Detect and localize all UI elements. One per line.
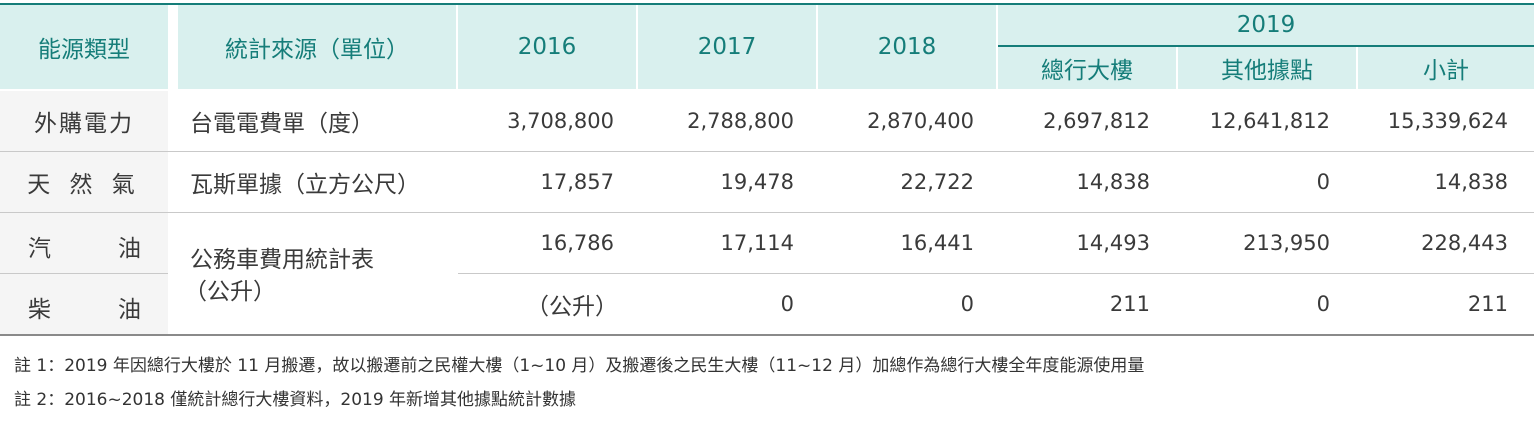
row-divider: [458, 273, 1534, 274]
header-energy-type: 能源類型: [0, 5, 168, 89]
row-electricity-type: 外購電力: [0, 91, 168, 151]
row-gas-total: 14,838: [1434, 170, 1508, 194]
row-gasoline-hq: 14,493: [1076, 231, 1150, 255]
row-gasoline-total: 228,443: [1421, 231, 1508, 255]
row-electricity-hq: 2,697,812: [1043, 109, 1150, 133]
row-gasoline-type-char2: 油: [118, 236, 141, 262]
row-diesel-2016: （公升）: [526, 294, 618, 320]
row-divider: [0, 151, 1534, 152]
row-diesel-hq: 211: [1109, 292, 1150, 316]
row-diesel-total: 211: [1467, 292, 1508, 316]
header-2016: 2016: [458, 5, 636, 89]
header-2019: 2019: [998, 5, 1534, 45]
row-electricity-2017: 2,788,800: [687, 109, 794, 133]
row-gasoline-source-line1: 公務車費用統計表: [190, 247, 374, 273]
row-electricity-source: 台電電費單（度）: [190, 111, 374, 137]
row-gasoline-2018: 16,441: [900, 231, 974, 255]
row-gasoline-2017: 17,114: [720, 231, 794, 255]
row-diesel-type: 柴 油: [0, 274, 168, 334]
row-diesel-type-char1: 柴: [28, 297, 51, 323]
row-gasoline-type: 汽 油: [0, 213, 168, 273]
header-source: 統計來源（單位）: [178, 5, 456, 89]
footnote-1: 註 1：2019 年因總行大樓於 11 月搬遷，故以搬遷前之民權大樓（1~10 …: [14, 356, 1145, 376]
row-gasoline-other: 213,950: [1243, 231, 1330, 255]
row-divider: [0, 273, 168, 274]
row-diesel-2018: 0: [960, 292, 974, 316]
row-gas-type: 天 然 氣: [0, 152, 168, 212]
table-bottom-border: [0, 334, 1534, 336]
table-top-border: [0, 3, 1534, 5]
row-gas-2016: 17,857: [540, 170, 614, 194]
row-gasoline-type-char1: 汽: [28, 236, 51, 262]
row-gas-hq: 14,838: [1076, 170, 1150, 194]
row-diesel-other: 0: [1316, 292, 1330, 316]
row-gas-source: 瓦斯單據（立方公尺）: [190, 172, 420, 198]
row-gas-2017: 19,478: [720, 170, 794, 194]
row-electricity-other: 12,641,812: [1209, 109, 1330, 133]
row-gasoline-source: 公務車費用統計表 （公升）: [184, 240, 456, 305]
row-gasoline-2016: 16,786: [540, 231, 614, 255]
row-diesel-2017: 0: [780, 292, 794, 316]
row-gasoline-source-line2: （公升）: [184, 279, 276, 305]
header-2017: 2017: [638, 5, 816, 89]
row-gas-2018: 22,722: [900, 170, 974, 194]
row-gas-other: 0: [1316, 170, 1330, 194]
row-electricity-total: 15,339,624: [1387, 109, 1508, 133]
header-2019-hq: 總行大樓: [998, 47, 1176, 89]
header-2019-divider: [998, 45, 1534, 47]
row-diesel-type-char2: 油: [118, 297, 141, 323]
footnote-2: 註 2：2016~2018 僅統計總行大樓資料，2019 年新增其他據點統計數據: [14, 390, 577, 410]
header-2019-subtotal: 小計: [1358, 47, 1534, 89]
row-electricity-2016: 3,708,800: [507, 109, 614, 133]
header-2018: 2018: [818, 5, 996, 89]
header-2019-other: 其他據點: [1178, 47, 1356, 89]
row-divider: [0, 212, 1534, 213]
row-electricity-2018: 2,870,400: [867, 109, 974, 133]
